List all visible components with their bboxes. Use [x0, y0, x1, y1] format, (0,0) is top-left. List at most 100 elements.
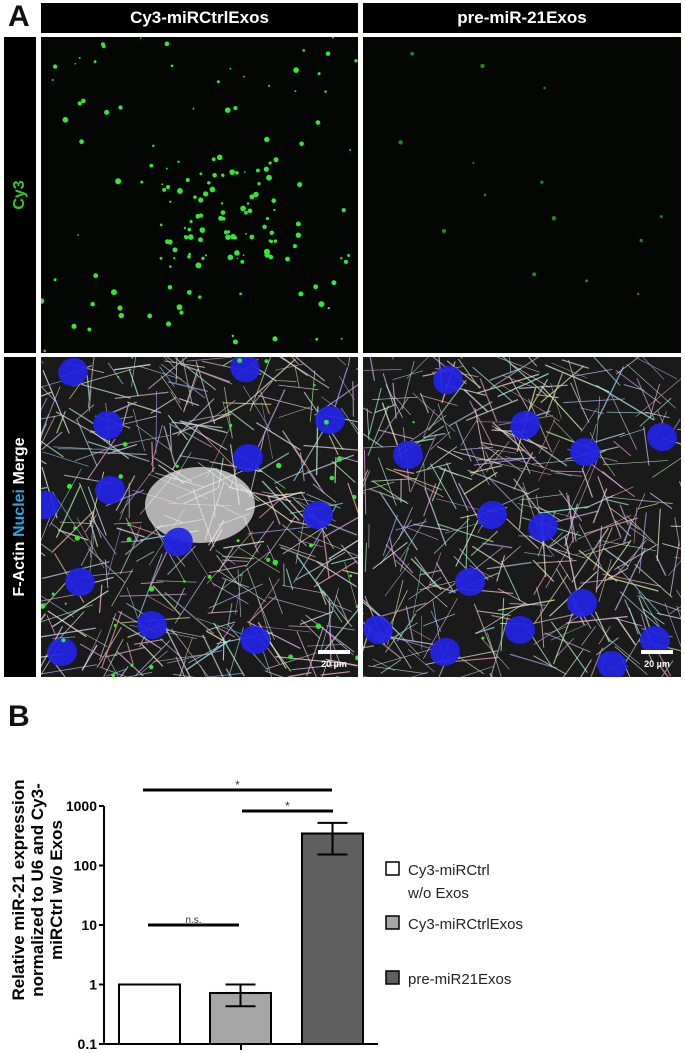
actin-fiber: [74, 442, 125, 462]
actin-fiber: [152, 585, 181, 616]
actin-fiber: [529, 536, 573, 561]
actin-fiber: [134, 639, 164, 645]
actin-fiber: [613, 440, 632, 457]
exosome-dot: [73, 526, 77, 530]
actin-fiber: [419, 580, 459, 591]
actin-fiber: [259, 492, 288, 519]
actin-fiber: [595, 637, 619, 656]
actin-fiber: [223, 402, 272, 405]
exosome-dot: [263, 166, 269, 172]
actin-fiber: [282, 584, 324, 594]
exosome-dot: [115, 178, 122, 185]
actin-fiber: [453, 450, 501, 465]
actin-fiber: [75, 404, 95, 421]
exosome-dot: [585, 279, 589, 283]
actin-fiber: [274, 363, 304, 371]
actin-fiber: [584, 494, 614, 509]
actin-fiber: [41, 595, 74, 618]
exosome-dot: [285, 256, 290, 262]
y-tick-label: 1: [89, 977, 97, 993]
actin-fiber: [415, 462, 452, 473]
exosome-dot: [41, 298, 45, 304]
exosome-dot: [117, 305, 123, 311]
actin-fiber: [605, 496, 673, 504]
actin-fiber: [578, 523, 603, 570]
actin-fiber: [479, 378, 498, 422]
exosome-dot: [224, 107, 231, 113]
actin-fiber: [295, 511, 306, 565]
actin-fiber: [245, 544, 262, 568]
actin-fiber: [528, 357, 538, 367]
actin-fiber: [436, 465, 459, 476]
actin-fiber: [261, 480, 300, 522]
actin-fiber: [580, 659, 592, 677]
legend-label: pre-miR21Exos: [408, 971, 511, 988]
exosome-dot: [244, 210, 248, 215]
actin-fiber: [41, 385, 58, 403]
actin-fiber: [275, 486, 308, 522]
actin-fiber: [539, 505, 590, 514]
exosome-dot: [53, 278, 57, 282]
actin-fiber: [300, 619, 321, 639]
actin-fiber: [460, 418, 479, 446]
actin-fiber: [474, 408, 486, 463]
actin-fiber: [281, 430, 306, 466]
actin-fiber: [242, 385, 272, 432]
nucleus: [455, 567, 485, 597]
actin-fiber: [227, 409, 255, 431]
actin-fiber: [217, 569, 267, 603]
actin-fiber: [585, 541, 631, 556]
actin-fiber: [334, 457, 337, 484]
actin-fiber: [430, 431, 451, 450]
actin-fiber: [264, 670, 284, 677]
actin-fiber: [179, 455, 209, 461]
actin-fiber: [459, 548, 489, 581]
actin-fiber: [135, 424, 173, 452]
actin-fiber: [594, 611, 610, 643]
exosome-dot: [398, 140, 403, 145]
actin-fiber: [299, 610, 334, 626]
actin-fiber: [467, 469, 530, 495]
actin-fiber: [368, 387, 382, 435]
actin-fiber: [89, 520, 99, 547]
exosome-dot: [87, 327, 92, 332]
actin-fiber: [274, 470, 304, 484]
y-axis-label-line3: miRCtrl w/o Exos: [47, 820, 66, 960]
actin-fiber: [175, 357, 178, 383]
exosome-dot: [340, 337, 343, 340]
nucleus: [433, 365, 463, 395]
exosome-dot: [636, 292, 640, 296]
actin-fiber: [511, 364, 550, 388]
actin-fiber: [206, 621, 236, 631]
exosome-dot: [66, 483, 73, 489]
significance-label: *: [285, 799, 290, 813]
actin-fiber: [138, 365, 183, 380]
nucleus: [58, 357, 88, 387]
actin-fiber: [363, 433, 384, 448]
bar-1: [118, 983, 181, 1045]
actin-fiber: [50, 522, 76, 543]
actin-fiber: [674, 517, 681, 547]
actin-fiber: [580, 578, 613, 584]
exosome-dot: [159, 256, 163, 260]
actin-fiber: [519, 494, 563, 501]
actin-fiber: [366, 408, 370, 441]
exosome-dot: [229, 169, 235, 175]
actin-fiber: [656, 612, 681, 620]
actin-fiber: [79, 643, 104, 658]
actin-fiber: [364, 542, 367, 572]
bar-chart: Relative miR-21 expression normalized to…: [9, 778, 523, 1052]
actin-fiber: [178, 398, 200, 406]
actin-fiber: [392, 382, 397, 419]
exosome-dot: [118, 105, 123, 110]
actin-fiber: [282, 525, 326, 555]
exosome-dot: [352, 494, 357, 500]
exosome-dot: [195, 213, 201, 219]
actin-fiber: [211, 579, 227, 614]
exosome-dot: [245, 232, 247, 235]
actin-fiber: [497, 373, 549, 398]
nucleus: [93, 410, 123, 440]
exosome-dot: [276, 462, 282, 469]
actin-fiber: [465, 399, 519, 422]
actin-fiber: [207, 610, 238, 614]
